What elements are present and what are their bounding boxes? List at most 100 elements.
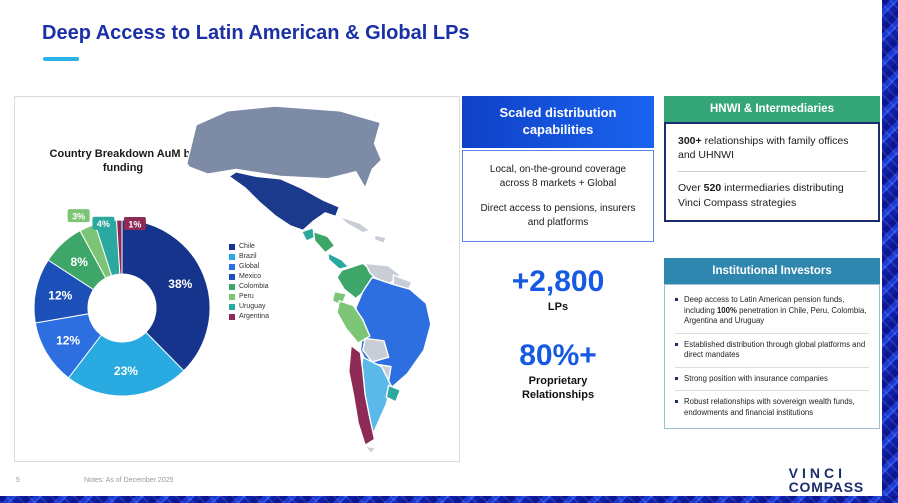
stat-proprietary: 80%+ Proprietary Relationships xyxy=(462,340,654,402)
legend-label: Chile xyxy=(239,243,255,250)
footer-notes: Notes: As of December 2025 xyxy=(84,477,174,484)
bullet-1-post: penetration in Chile, Peru, Colombia, Ar… xyxy=(684,305,867,326)
institutional-box: Institutional Investors Deep access to L… xyxy=(664,258,880,430)
hnwi-item-2: Over 520 intermediaries distributing Vin… xyxy=(678,181,866,209)
distribution-stats: +2,800 LPs 80%+ Proprietary Relationship… xyxy=(462,266,654,402)
page-title: Deep Access to Latin American & Global L… xyxy=(42,22,470,44)
bullet-1-pre: Deep access to Latin American pension fu… xyxy=(684,295,845,315)
legend-label: Uruguay xyxy=(239,303,266,310)
legend-item-mexico: Mexico xyxy=(229,273,269,280)
stat-lps: +2,800 LPs xyxy=(462,266,654,314)
hnwi-item-1-text: relationships with family offices and UH… xyxy=(678,135,849,162)
bullet-1-bold: 100% xyxy=(716,305,737,315)
stat-proprietary-value: 80%+ xyxy=(519,339,597,373)
stat-lps-value: +2,800 xyxy=(511,265,605,298)
map-bolivia xyxy=(362,337,390,363)
svg-text:1%: 1% xyxy=(128,220,141,230)
chart-legend: Chile Brazil Global Mexico Colombia Peru Urugu… xyxy=(229,243,269,320)
legend-item-colombia: Colombia xyxy=(229,283,269,290)
hnwi-item-1: 300+ relationships with family offices a… xyxy=(678,134,866,162)
legend-swatch xyxy=(229,313,235,320)
donut-chip-uruguay: 4% xyxy=(92,216,115,230)
hnwi-item-2-pre: Over xyxy=(678,182,704,195)
svg-text:3%: 3% xyxy=(72,212,85,222)
legend-swatch xyxy=(229,273,235,280)
map-peru xyxy=(336,300,371,344)
bullet-text: Strong position with insurance companies xyxy=(684,373,828,383)
chart-title: Country Breakdown AuM by funding xyxy=(49,148,197,175)
page-number: 5 xyxy=(16,477,20,484)
donut-chip-argentina: 1% xyxy=(123,217,146,231)
legend-swatch xyxy=(229,263,235,270)
donut-label-global: 12% xyxy=(56,334,80,348)
legend-label: Colombia xyxy=(239,283,269,290)
institutional-bullet-2: Established distribution through global … xyxy=(675,332,869,367)
chart-map-panel: Country Breakdown AuM by funding xyxy=(14,96,460,462)
distribution-line2: Direct access to pensions, insurers and … xyxy=(480,203,636,228)
legend-label: Peru xyxy=(239,293,254,300)
bullet-icon xyxy=(675,376,678,380)
legend-swatch xyxy=(229,253,235,260)
stat-proprietary-label: Proprietary Relationships xyxy=(521,374,595,401)
legend-label: Global xyxy=(239,263,260,270)
legend-item-argentina: Argentina xyxy=(229,313,269,320)
map-central-america xyxy=(312,230,336,254)
legend-item-global: Global xyxy=(229,263,269,270)
americas-map xyxy=(163,99,457,457)
bullet-icon xyxy=(675,298,678,301)
decorative-pattern-right xyxy=(882,0,898,503)
bullet-text: Deep access to Latin American pension fu… xyxy=(684,295,869,327)
hnwi-body: 300+ relationships with family offices a… xyxy=(664,122,880,222)
decorative-pattern-bottom xyxy=(0,496,898,503)
vinci-compass-logo: VINCI COMPASS xyxy=(789,466,864,494)
distribution-line1: Local, on-the-ground coverage across 8 m… xyxy=(489,164,627,189)
donut-label-brazil: 23% xyxy=(114,364,138,378)
donut-label-colombia: 8% xyxy=(71,255,89,269)
legend-item-brazil: Brazil xyxy=(229,253,269,260)
legend-swatch xyxy=(229,243,235,250)
legend-item-peru: Peru xyxy=(229,293,269,300)
svg-text:4%: 4% xyxy=(97,219,110,229)
legend-label: Brazil xyxy=(239,253,257,260)
legend-swatch xyxy=(229,283,235,290)
logo-line1: VINCI xyxy=(788,465,846,481)
title-underline xyxy=(43,57,79,61)
bullet-text: Robust relationships with sovereign weal… xyxy=(684,397,855,417)
hnwi-box: HNWI & Intermediaries 300+ relationships… xyxy=(664,96,880,222)
donut-slice-brazil xyxy=(67,331,185,397)
legend-item-chile: Chile xyxy=(229,243,269,250)
donut-slice-argentina xyxy=(115,219,123,275)
donut-slice-chile xyxy=(121,219,211,372)
map-chile xyxy=(348,344,376,446)
scaled-distribution-header: Scaled distribution capabilities xyxy=(462,96,654,148)
donut-chip-peru: 3% xyxy=(67,209,90,223)
legend-item-uruguay: Uruguay xyxy=(229,303,269,310)
map-tierra-del-fuego xyxy=(364,445,377,455)
scaled-distribution-body: Local, on-the-ground coverage across 8 m… xyxy=(462,150,654,242)
donut-label-mexico: 12% xyxy=(48,288,72,302)
map-mexico xyxy=(228,171,341,232)
map-hispaniola xyxy=(373,234,387,245)
donut-chart: 38% 23% 12% 12% 8% 3% 4% 1% xyxy=(17,203,227,413)
institutional-body: Deep access to Latin American pension fu… xyxy=(664,284,880,430)
donut-label-chile: 38% xyxy=(168,277,192,291)
bullet-text: Established distribution through global … xyxy=(684,339,866,360)
map-uruguay xyxy=(385,384,402,403)
map-usa xyxy=(186,105,383,189)
institutional-bullet-1: Deep access to Latin American pension fu… xyxy=(675,289,869,333)
legend-swatch xyxy=(229,293,235,300)
bullet-icon xyxy=(675,400,678,404)
stat-lps-label: LPs xyxy=(547,300,569,313)
hnwi-item-2-bold: 520 xyxy=(703,182,722,195)
institutional-bullet-3: Strong position with insurance companies xyxy=(675,366,869,391)
institutional-bullet-4: Robust relationships with sovereign weal… xyxy=(675,390,869,424)
map-panama xyxy=(326,252,350,270)
divider xyxy=(678,171,866,173)
hnwi-header: HNWI & Intermediaries xyxy=(664,96,880,122)
hnwi-item-1-bold: 300+ xyxy=(678,135,702,147)
institutional-header: Institutional Investors xyxy=(664,258,880,284)
bullet-icon xyxy=(675,342,678,346)
legend-label: Argentina xyxy=(239,313,269,320)
logo-line2: COMPASS xyxy=(788,479,864,495)
map-cuba xyxy=(338,215,371,234)
